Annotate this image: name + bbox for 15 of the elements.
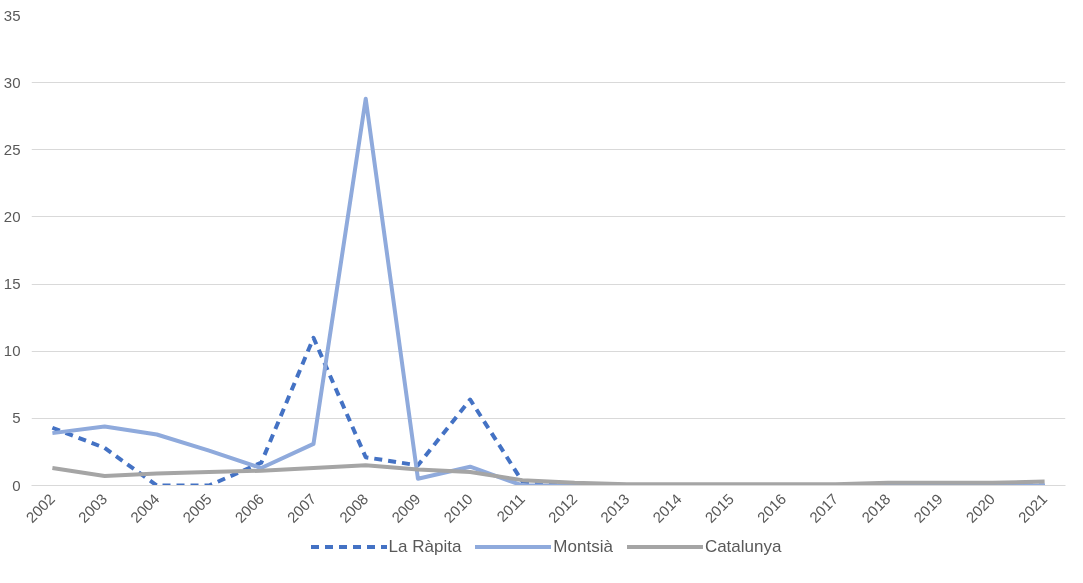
legend-label: Catalunya — [704, 536, 782, 558]
legend-item: Catalunya — [624, 535, 782, 560]
y-tick-label: 5 — [12, 409, 21, 427]
legend-label: Montsià — [553, 536, 613, 558]
y-tick-label: 35 — [3, 6, 21, 24]
y-tick-label: 0 — [12, 476, 21, 494]
line-series — [50, 463, 1047, 486]
y-tick-label: 20 — [3, 207, 21, 225]
legend-item: La Ràpita — [308, 535, 462, 560]
y-tick-label: 25 — [3, 140, 21, 158]
y-tick-label: 10 — [3, 342, 21, 360]
legend-label: La Ràpita — [388, 536, 462, 558]
legend-item: Montsià — [473, 535, 613, 560]
y-tick-label: 30 — [3, 73, 21, 91]
y-tick-label: 15 — [3, 275, 21, 293]
